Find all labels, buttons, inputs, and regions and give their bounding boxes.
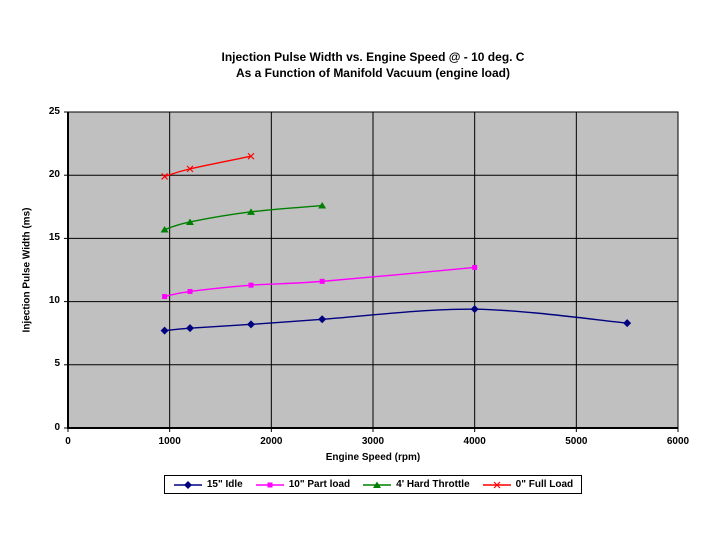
- y-tick-label: 5: [54, 358, 60, 370]
- square-marker: [162, 294, 168, 300]
- chart-title: Injection Pulse Width vs. Engine Speed @…: [221, 50, 525, 64]
- triangle-marker: [373, 481, 382, 488]
- diamond-marker: [160, 326, 169, 335]
- square-marker: [472, 264, 478, 270]
- x-marker: [493, 481, 501, 488]
- legend-row: 15" Idle 10" Part load 4' Hard Throttle 0" …: [68, 475, 678, 494]
- series-line: [164, 266, 475, 298]
- x-tick-label: 4000: [463, 436, 486, 447]
- y-tick-label: 0: [54, 421, 60, 433]
- x-marker: [186, 165, 194, 173]
- legend-item: 15" Idle: [173, 479, 243, 490]
- y-tick-label: 15: [48, 231, 60, 243]
- diamond-marker: [247, 320, 255, 329]
- legend-label: 15" Idle: [206, 479, 243, 490]
- legend-marker: [173, 480, 202, 489]
- legend-marker: [482, 481, 511, 488]
- square-marker: [319, 278, 325, 284]
- diamond-marker: [470, 305, 479, 314]
- x-tick-label: 5000: [565, 436, 588, 447]
- diamond-marker: [183, 480, 192, 489]
- legend: 15" Idle 10" Part load 4' Hard Throttle 0" …: [163, 475, 583, 494]
- y-axis-title: Injection Pulse Width (ms): [21, 207, 33, 333]
- legend-item: 10" Part load: [255, 479, 350, 490]
- legend-label: 4' Hard Throttle: [396, 479, 470, 490]
- x-tick-label: 1000: [158, 436, 181, 447]
- diamond-marker: [186, 324, 194, 333]
- legend-marker: [363, 481, 392, 488]
- diamond-marker: [318, 315, 327, 324]
- legend-item: 0" Full Load: [482, 479, 574, 490]
- chart-title-block: Injection Pulse Width vs. Engine Speed @…: [68, 49, 678, 81]
- x-tick-label: 6000: [666, 436, 690, 447]
- x-axis-title: Engine Speed (rpm): [325, 452, 421, 463]
- y-tick-label: 25: [48, 105, 60, 117]
- x-marker: [247, 152, 255, 160]
- legend-label: 0" Full Load: [515, 479, 574, 490]
- triangle-marker: [186, 218, 194, 225]
- chart-subtitle: As a Function of Manifold Vacuum (engine…: [235, 66, 510, 80]
- x-marker: [161, 173, 169, 180]
- series-line: [164, 204, 323, 231]
- x-tick-label: 2000: [260, 436, 283, 447]
- triangle-marker: [247, 208, 255, 215]
- legend-marker: [255, 482, 284, 487]
- square-marker: [187, 288, 193, 294]
- square-marker: [248, 282, 254, 288]
- y-tick-label: 20: [48, 168, 60, 180]
- legend-label: 10" Part load: [288, 479, 351, 490]
- legend-item: 4' Hard Throttle: [362, 479, 470, 490]
- x-tick-label: 3000: [361, 436, 385, 447]
- y-tick-label: 10: [48, 295, 60, 307]
- diamond-marker: [623, 319, 632, 328]
- x-tick-label: 0: [65, 436, 71, 447]
- square-marker: [267, 482, 273, 487]
- triangle-marker: [160, 226, 169, 233]
- triangle-marker: [318, 202, 327, 209]
